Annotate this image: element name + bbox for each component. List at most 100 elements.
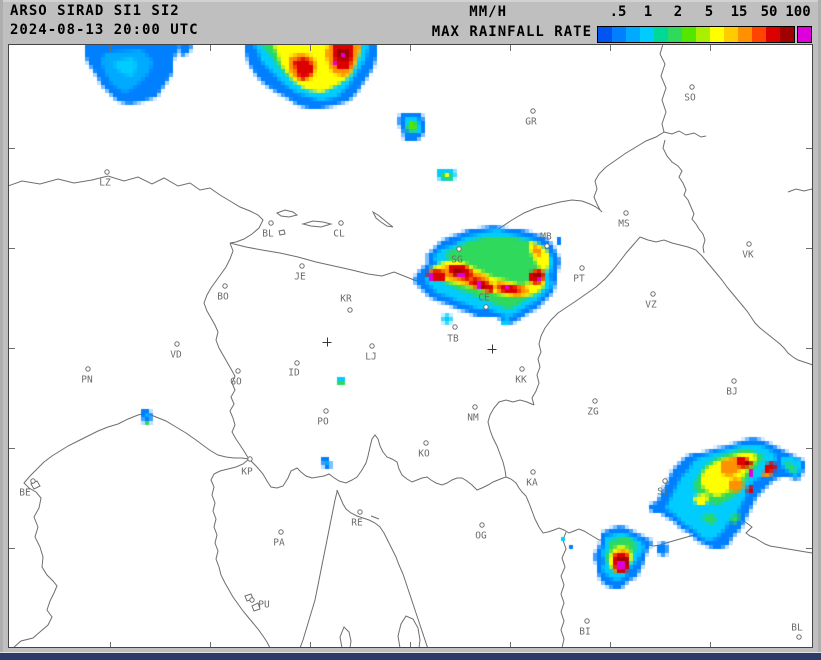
city-label: BL [262,229,274,240]
color-swatch [598,27,612,42]
city-label: KP [241,467,253,478]
scale-tick-label: 50 [760,4,778,20]
city-label: JE [294,272,306,283]
city-label: MS [618,219,630,230]
city-marker [662,478,668,484]
city-marker [623,210,629,216]
city-marker [544,243,550,249]
city-marker [592,398,598,404]
city-label: GR [525,117,537,128]
color-swatch [780,27,794,42]
city-label: BJ [726,387,737,398]
city-marker [731,378,737,384]
city-label: VD [170,350,182,361]
scale-tick-label: 5 [704,4,714,20]
city-label: TB [447,334,459,345]
color-swatch [640,27,654,42]
city-marker [104,169,110,175]
city-label: SO [684,93,696,104]
city-marker [85,366,91,372]
city-label: BL [791,623,803,634]
color-scale-max-cell [797,26,812,43]
city-marker [299,263,305,269]
city-label: VZ [645,300,657,311]
city-label: NM [467,413,479,424]
scale-tick-label: 1 [643,4,653,20]
city-marker [268,220,274,226]
city-marker [472,404,478,410]
color-swatch [696,27,710,42]
city-marker [452,324,458,330]
color-swatch [668,27,682,42]
city-label: PN [81,375,93,386]
city-label: MB [540,232,552,243]
city-marker [323,408,329,414]
max-rainfall-rate-label: MAX RAINFALL RATE [431,24,592,40]
city-label: OG [475,531,487,542]
city-label: RE [351,518,363,529]
unit-label: MM/H [469,4,507,20]
color-swatch [654,27,668,42]
city-marker [579,265,585,271]
city-label: LJ [365,352,376,363]
city-marker [30,478,36,484]
city-label: PA [273,538,285,549]
scale-tick-label: .5 [609,4,627,20]
color-swatch [612,27,626,42]
color-swatch [724,27,738,42]
city-marker [247,456,253,462]
color-swatch [738,27,752,42]
city-label: SG [451,255,463,266]
city-label: GO [230,377,242,388]
city-marker [530,469,536,475]
city-label: ZG [587,407,599,418]
city-label: SI [657,487,668,498]
city-marker [249,597,255,603]
product-title: ARSO SIRAD SI1 SI2 [10,3,180,19]
color-scale-bar [597,26,795,43]
city-marker [584,618,590,624]
city-label: BE [19,488,31,499]
city-marker [174,341,180,347]
city-label: CE [478,293,490,304]
city-label: BI [579,627,590,638]
color-swatch [626,27,640,42]
color-swatch [682,27,696,42]
scale-tick-label: 15 [730,4,748,20]
scale-tick-label: 2 [673,4,683,20]
city-marker [235,368,241,374]
color-swatch [752,27,766,42]
footer-strip [0,652,821,660]
city-marker [650,291,656,297]
color-swatch [766,27,780,42]
timestamp: 2024-08-13 20:00 UTC [10,22,199,38]
scale-tick-label: 100 [785,4,811,20]
city-marker [483,304,489,310]
city-marker [222,283,228,289]
city-marker [294,360,300,366]
cross-marker [487,344,497,354]
city-marker [278,529,284,535]
city-marker [423,440,429,446]
city-label: VK [742,250,754,261]
header: ARSO SIRAD SI1 SI2 2024-08-13 20:00 UTC … [0,0,821,44]
city-marker [456,246,462,252]
city-label: KA [526,478,538,489]
city-marker [530,108,536,114]
city-marker [338,220,344,226]
city-marker [796,634,802,640]
city-label: PO [317,417,329,428]
city-label: BO [217,292,229,303]
city-label: CL [333,229,345,240]
city-label: PT [573,274,585,285]
city-marker [479,522,485,528]
city-label: ID [288,368,300,379]
cross-marker [322,337,332,347]
city-marker [519,366,525,372]
map-area: LZ SO GR MS BL CL VK JE SG MB PT BO KR CE VZ TB VD LJ PN ID… [8,44,813,648]
city-label: PU [258,600,270,611]
city-marker [347,307,353,313]
color-swatch [710,27,724,42]
radar-precipitation-layer [9,45,812,647]
